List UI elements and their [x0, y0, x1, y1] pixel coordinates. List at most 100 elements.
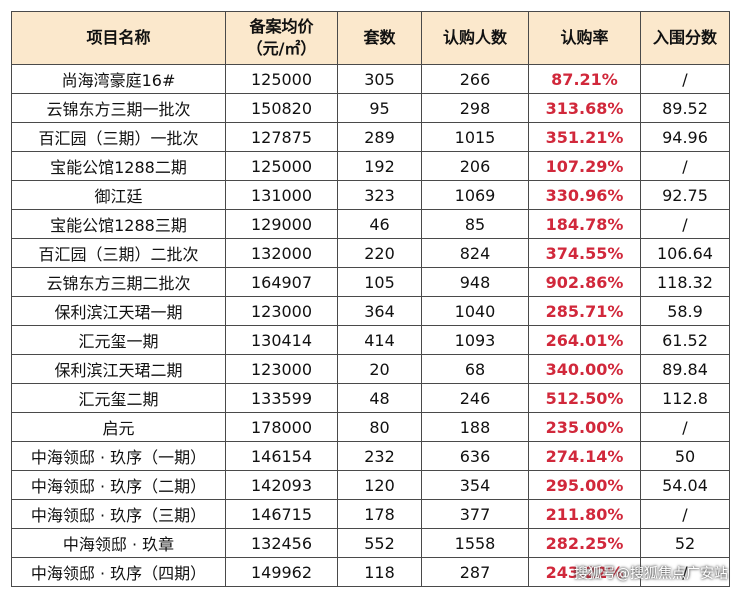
cell-score: 52	[640, 528, 730, 558]
cell-units: 289	[337, 122, 422, 152]
cell-avg-price: 146154	[225, 441, 338, 471]
cell-units: 48	[337, 383, 422, 413]
table-row: 百汇园（三期）一批次 127875 289 1015 351.21% 94.96	[11, 122, 730, 152]
table-header: 项目名称 备案均价 （元/㎡） 套数 认购人数 认购率 入围分数	[11, 11, 730, 65]
cell-rate: 351.21%	[528, 122, 641, 152]
cell-units: 323	[337, 180, 422, 210]
cell-buyers: 246	[421, 383, 529, 413]
table-row: 百汇园（三期）二批次 132000 220 824 374.55% 106.64	[11, 238, 730, 268]
cell-project-name: 云锦东方三期二批次	[11, 267, 226, 297]
table-row: 云锦东方三期一批次 150820 95 298 313.68% 89.52	[11, 93, 730, 123]
cell-buyers: 824	[421, 238, 529, 268]
cell-score: /	[640, 209, 730, 239]
cell-rate: 295.00%	[528, 470, 641, 500]
cell-project-name: 尚海湾豪庭16#	[11, 64, 226, 94]
cell-rate: 340.00%	[528, 354, 641, 384]
cell-units: 552	[337, 528, 422, 558]
cell-rate: 512.50%	[528, 383, 641, 413]
header-rate: 认购率	[528, 11, 641, 65]
cell-buyers: 948	[421, 267, 529, 297]
cell-rate: 184.78%	[528, 209, 641, 239]
cell-buyers: 85	[421, 209, 529, 239]
cell-avg-price: 129000	[225, 209, 338, 239]
cell-buyers: 287	[421, 557, 529, 587]
header-row: 项目名称 备案均价 （元/㎡） 套数 认购人数 认购率 入围分数	[11, 11, 730, 65]
table-row: 保利滨江天珺二期 123000 20 68 340.00% 89.84	[11, 354, 730, 384]
cell-units: 118	[337, 557, 422, 587]
cell-project-name: 中海领邸 · 玖序（四期）	[11, 557, 226, 587]
cell-project-name: 保利滨江天珺二期	[11, 354, 226, 384]
cell-score: /	[640, 64, 730, 94]
cell-avg-price: 178000	[225, 412, 338, 442]
cell-units: 305	[337, 64, 422, 94]
header-avg-price-line2: （元/㎡）	[246, 39, 317, 58]
cell-buyers: 1040	[421, 296, 529, 326]
table-row: 宝能公馆1288二期 125000 192 206 107.29% /	[11, 151, 730, 181]
cell-avg-price: 127875	[225, 122, 338, 152]
cell-buyers: 188	[421, 412, 529, 442]
cell-units: 20	[337, 354, 422, 384]
cell-project-name: 御江廷	[11, 180, 226, 210]
cell-units: 232	[337, 441, 422, 471]
cell-project-name: 中海领邸 · 玖序（三期）	[11, 499, 226, 529]
cell-score: 61.52	[640, 325, 730, 355]
cell-avg-price: 131000	[225, 180, 338, 210]
subscription-table: 项目名称 备案均价 （元/㎡） 套数 认购人数 认购率 入围分数 尚海湾豪庭16…	[11, 11, 730, 587]
cell-buyers: 636	[421, 441, 529, 471]
table-row: 启元 178000 80 188 235.00% /	[11, 412, 730, 442]
cell-project-name: 百汇园（三期）二批次	[11, 238, 226, 268]
cell-rate: 211.80%	[528, 499, 641, 529]
cell-avg-price: 125000	[225, 64, 338, 94]
cell-project-name: 云锦东方三期一批次	[11, 93, 226, 123]
cell-project-name: 汇元玺二期	[11, 383, 226, 413]
table-row: 尚海湾豪庭16# 125000 305 266 87.21% /	[11, 64, 730, 94]
cell-score: 50	[640, 441, 730, 471]
table-row: 保利滨江天珺一期 123000 364 1040 285.71% 58.9	[11, 296, 730, 326]
cell-units: 178	[337, 499, 422, 529]
cell-buyers: 1015	[421, 122, 529, 152]
cell-avg-price: 130414	[225, 325, 338, 355]
cell-rate: 285.71%	[528, 296, 641, 326]
cell-avg-price: 164907	[225, 267, 338, 297]
cell-rate: 274.14%	[528, 441, 641, 471]
table-body: 尚海湾豪庭16# 125000 305 266 87.21% / 云锦东方三期一批次 1508…	[11, 64, 730, 587]
cell-score: 54.04	[640, 470, 730, 500]
cell-buyers: 1093	[421, 325, 529, 355]
cell-project-name: 中海领邸 · 玖章	[11, 528, 226, 558]
cell-units: 364	[337, 296, 422, 326]
cell-project-name: 启元	[11, 412, 226, 442]
cell-avg-price: 132456	[225, 528, 338, 558]
table-row: 中海领邸 · 玖序（三期） 146715 178 377 211.80% /	[11, 499, 730, 529]
cell-units: 414	[337, 325, 422, 355]
cell-project-name: 宝能公馆1288二期	[11, 151, 226, 181]
table-row: 中海领邸 · 玖序（一期） 146154 232 636 274.14% 50	[11, 441, 730, 471]
table-row: 汇元玺二期 133599 48 246 512.50% 112.8	[11, 383, 730, 413]
cell-buyers: 298	[421, 93, 529, 123]
cell-score: 89.84	[640, 354, 730, 384]
cell-rate: 264.01%	[528, 325, 641, 355]
cell-score: 89.52	[640, 93, 730, 123]
cell-score: 58.9	[640, 296, 730, 326]
cell-score: /	[640, 151, 730, 181]
cell-buyers: 1069	[421, 180, 529, 210]
watermark: 搜狐号@搜狐焦点广安站	[574, 566, 728, 582]
table-row: 中海领邸 · 玖章 132456 552 1558 282.25% 52	[11, 528, 730, 558]
cell-rate: 235.00%	[528, 412, 641, 442]
cell-buyers: 377	[421, 499, 529, 529]
cell-rate: 330.96%	[528, 180, 641, 210]
cell-avg-price: 123000	[225, 354, 338, 384]
cell-score: 112.8	[640, 383, 730, 413]
cell-project-name: 百汇园（三期）一批次	[11, 122, 226, 152]
cell-avg-price: 133599	[225, 383, 338, 413]
cell-units: 220	[337, 238, 422, 268]
cell-buyers: 1558	[421, 528, 529, 558]
header-buyers: 认购人数	[421, 11, 529, 65]
table-row: 中海领邸 · 玖序（二期） 142093 120 354 295.00% 54.04	[11, 470, 730, 500]
cell-units: 95	[337, 93, 422, 123]
cell-buyers: 354	[421, 470, 529, 500]
header-avg-price: 备案均价 （元/㎡）	[225, 11, 338, 65]
cell-score: /	[640, 499, 730, 529]
table-row: 中海领邸 · 玖序（四期） 149962 118 287 243.22% /	[11, 557, 730, 587]
cell-score: 106.64	[640, 238, 730, 268]
cell-score: 118.32	[640, 267, 730, 297]
